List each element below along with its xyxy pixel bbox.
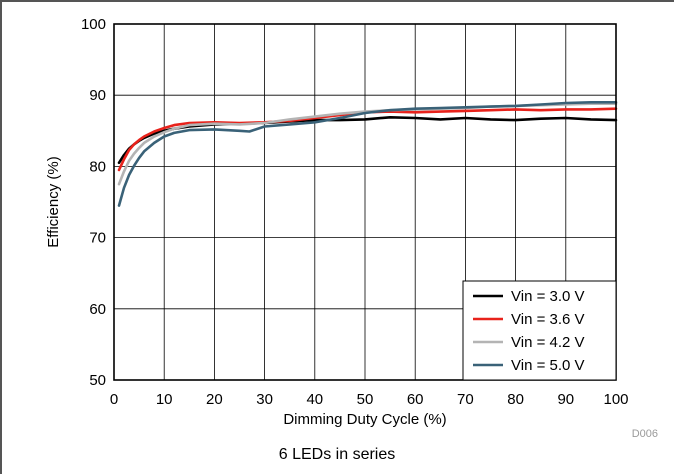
y-axis-label: Efficiency (%) [45,156,62,247]
y-tick-label: 100 [81,16,106,33]
x-tick-label: 90 [557,391,574,408]
y-tick-label: 70 [89,230,106,247]
y-tick-labels: 50 60 70 80 90 100 [81,16,106,389]
x-axis-label: Dimming Duty Cycle (%) [283,411,446,428]
legend-entry-label: Vin = 4.2 V [511,334,585,351]
series-lines [117,101,618,207]
legend: Vin = 3.0 V Vin = 3.6 V Vin = 4.2 V Vin = 5… [462,280,617,381]
x-tick-label: 60 [407,391,424,408]
frame-left-border [0,0,2,474]
x-tick-label: 10 [156,391,173,408]
legend-entry-label: Vin = 3.6 V [511,311,585,328]
series-line-3 [117,102,618,186]
figure-code-label: D006 [632,428,658,440]
legend-entry-label: Vin = 3.0 V [511,288,585,305]
x-tick-label: 100 [603,391,628,408]
legend-entry-label: Vin = 5.0 V [511,357,585,374]
y-tick-label: 60 [89,301,106,318]
y-tick-label: 90 [89,87,106,104]
plot-border [113,23,617,381]
y-tick-label: 50 [89,372,106,389]
x-tick-label: 50 [357,391,374,408]
frame-top-border [0,0,674,2]
x-tick-label: 80 [507,391,524,408]
x-tick-label: 0 [110,391,118,408]
x-tick-label: 30 [256,391,273,408]
x-tick-label: 20 [206,391,223,408]
figure-caption: 6 LEDs in series [278,446,396,463]
series-line-2 [117,107,618,172]
legend-box [462,280,617,381]
x-tick-label: 40 [306,391,323,408]
y-tick-label: 80 [89,158,106,175]
x-tick-label: 70 [457,391,474,408]
x-tick-labels: 0 10 20 30 40 50 60 70 80 90 100 [110,391,629,408]
series-line-4 [117,101,618,207]
